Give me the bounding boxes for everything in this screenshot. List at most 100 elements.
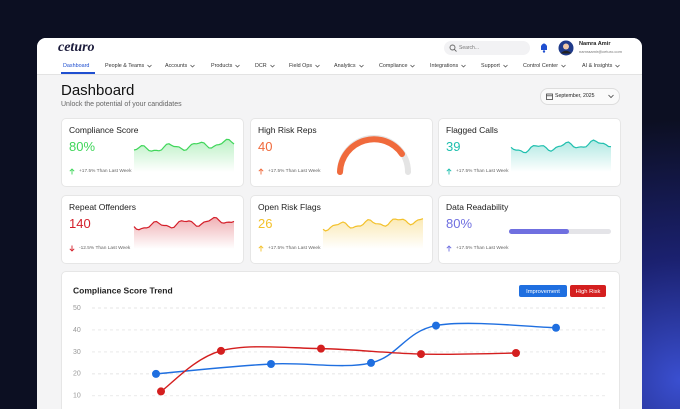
card-value: 80%	[69, 139, 96, 154]
chart-card: Compliance Score Trend 10 20 30 40 50 Improve…	[61, 271, 620, 409]
chevron-path	[147, 64, 152, 68]
y-tick-label: 10	[73, 393, 81, 400]
chevron-path	[315, 64, 320, 68]
y-tick-label: 20	[73, 371, 81, 378]
chevron-path	[269, 64, 275, 68]
card-visual	[510, 139, 612, 172]
data-point	[157, 387, 165, 396]
chevron-path	[235, 64, 241, 68]
data-point	[432, 321, 440, 330]
chevron	[615, 64, 621, 68]
nav-item[interactable]: Control Center	[523, 63, 566, 69]
sparkline-area	[134, 139, 234, 172]
nav-item[interactable]: Integrations	[430, 63, 466, 69]
nav-item[interactable]: DCR	[255, 63, 275, 69]
y-tick-label: 40	[73, 327, 81, 334]
chevron-path	[461, 64, 466, 68]
chevron	[503, 64, 508, 68]
sparkline-area	[511, 140, 611, 172]
series-line	[155, 322, 557, 375]
chevron	[269, 64, 275, 68]
nav-item[interactable]: Compliance	[379, 63, 416, 69]
card-visual	[322, 218, 424, 249]
chevron-path	[190, 64, 195, 68]
arrow-path	[446, 168, 452, 175]
card-change: +17.5% Than Last Week	[79, 169, 132, 174]
search-box[interactable]: Search...	[444, 41, 530, 55]
date-picker[interactable]: September, 2025	[540, 88, 620, 105]
nav-item[interactable]: Products	[211, 63, 241, 69]
data-point	[552, 323, 560, 332]
gauge-track	[337, 135, 411, 175]
data-point	[512, 349, 520, 358]
chevron	[410, 64, 416, 68]
chart: Compliance Score Trend 10 20 30 40 50 Improve…	[73, 285, 606, 400]
sparkline	[510, 139, 612, 154]
data-point	[317, 344, 325, 353]
logo[interactable]: ceturo	[58, 40, 95, 55]
chevron	[315, 64, 320, 68]
search-icon	[449, 44, 457, 52]
user-email: namraamir@ceturo.com	[579, 49, 622, 54]
sparkline	[133, 138, 235, 152]
calendar-icon	[546, 93, 553, 100]
trend-arrow	[446, 245, 452, 252]
card-title: Compliance Score	[69, 125, 139, 135]
avatar[interactable]	[558, 40, 574, 56]
nav-item[interactable]: Dashboard	[63, 63, 90, 69]
nav-active-underline	[61, 72, 95, 74]
card-visual	[337, 135, 411, 175]
chevron-path	[561, 64, 566, 68]
y-tick-label: 30	[73, 349, 81, 356]
sparkline-area	[134, 217, 234, 249]
trend-arrow	[69, 245, 75, 252]
nav-item[interactable]: AI & Insights	[582, 63, 621, 69]
arrow-path	[258, 245, 264, 252]
arrow-path	[258, 168, 264, 175]
card-value: 39	[446, 139, 461, 154]
card-visual	[509, 229, 611, 234]
chevron-path	[615, 64, 621, 68]
page-subtitle: Unlock the potential of your candidates	[61, 101, 182, 108]
chevron	[461, 64, 466, 68]
card-value: 40	[258, 139, 273, 154]
card-change: +17.5% Than Last Week	[268, 246, 321, 251]
trend-arrow	[258, 168, 264, 175]
chevron	[190, 64, 195, 68]
card-title: Data Readability	[446, 202, 509, 212]
chevron	[235, 64, 241, 68]
chart-title: Compliance Score Trend	[73, 285, 173, 295]
top-bar	[37, 38, 642, 75]
data-point	[152, 369, 160, 378]
nav-item[interactable]: Analytics	[334, 63, 364, 69]
card-value: 26	[258, 216, 273, 231]
card-title: Repeat Offenders	[69, 202, 136, 212]
data-point	[367, 358, 375, 367]
card-change: +17.5% Than Last Week	[268, 169, 321, 174]
data-point	[417, 350, 425, 359]
chevron	[147, 64, 152, 68]
chevron	[561, 64, 566, 68]
trend-arrow	[69, 168, 75, 175]
card-value: 80%	[446, 216, 473, 231]
bell-icon[interactable]	[539, 41, 549, 53]
nav-item[interactable]: Field Ops	[289, 63, 320, 69]
chevron	[358, 64, 364, 68]
card-change: +17.5% Than Last Week	[456, 246, 509, 251]
card-visual	[133, 216, 235, 249]
legend-label: High Risk	[576, 289, 601, 295]
card-title: High Risk Reps	[258, 125, 317, 135]
nav-item[interactable]: Accounts	[165, 63, 195, 69]
y-tick-label: 50	[73, 305, 81, 312]
card-title: Open Risk Flags	[258, 202, 321, 212]
chevron	[608, 94, 614, 99]
search-placeholder: Search...	[459, 45, 480, 51]
date-label: September, 2025	[555, 93, 595, 99]
trend-arrow	[258, 245, 264, 252]
page-title: Dashboard	[61, 82, 135, 99]
legend-chip	[570, 285, 606, 297]
card-change: -12.5% Than Last Week	[79, 246, 131, 251]
nav-item[interactable]: People & Teams	[105, 63, 152, 69]
nav-item[interactable]: Support	[481, 63, 508, 69]
